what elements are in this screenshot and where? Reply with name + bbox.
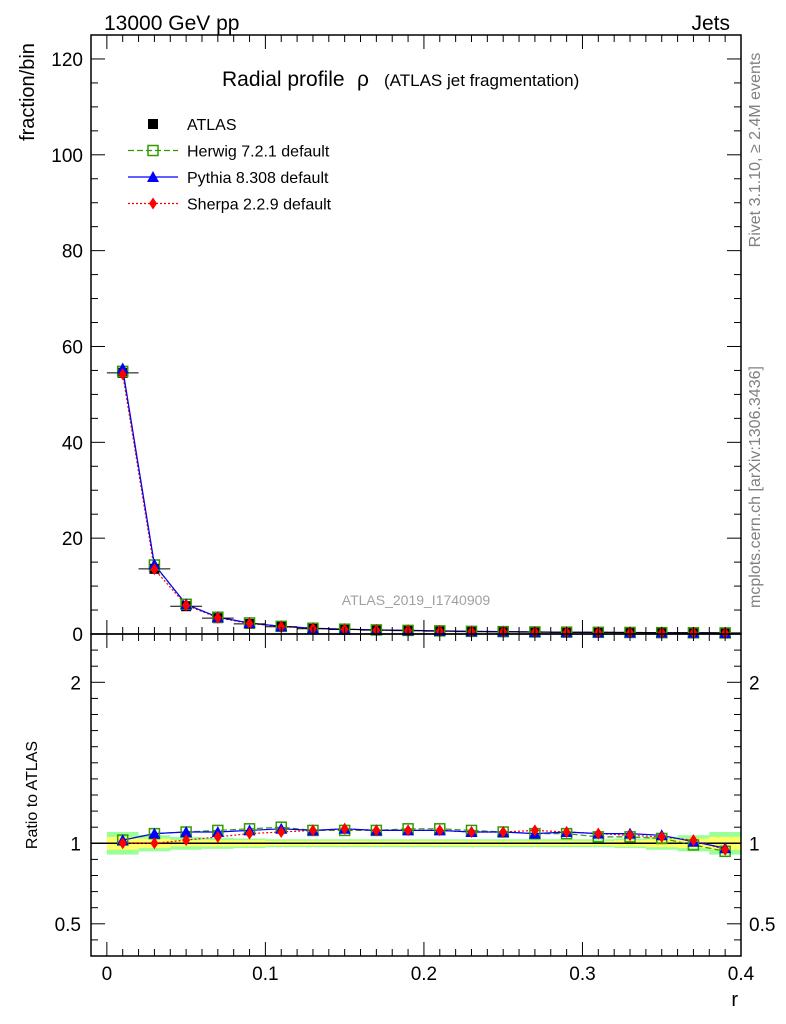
x-tick-label: 0.1	[252, 964, 278, 985]
ratio-point-sherpa	[182, 834, 191, 847]
ratio-y-tick-label-right: 2	[749, 673, 760, 694]
ratio-point-sherpa	[657, 830, 666, 843]
ratio-point-pythia	[148, 827, 161, 839]
ratio-point-sherpa	[118, 837, 127, 850]
data-point-pythia	[116, 362, 129, 374]
ratio-point-sherpa	[562, 826, 571, 839]
y-tick-label: 80	[62, 242, 83, 263]
ratio-point-sherpa	[499, 826, 508, 839]
x-tick-label: 0	[102, 964, 113, 985]
title-subtitle: (ATLAS jet fragmentation)	[384, 71, 579, 90]
legend-marker-herwig	[147, 144, 159, 157]
ratio-point-sherpa	[308, 824, 317, 837]
ratio-point-sherpa	[626, 829, 635, 842]
y-tick-label: 60	[62, 337, 83, 358]
ratio-y-tick-label: 0.5	[55, 915, 81, 936]
ratio-point-sherpa	[435, 824, 444, 837]
ratio-plot-panel: 0.5 0.5 1 1 2 2 0 0.1 0.2 0.3 0.4	[55, 633, 775, 985]
ratio-point-sherpa	[530, 824, 539, 837]
data-point-sherpa	[213, 611, 222, 624]
legend-marker-sherpa	[149, 197, 157, 210]
analysis-watermark: ATLAS_2019_I1740909	[342, 592, 491, 608]
legend-marker-pythia	[147, 171, 159, 182]
y-tick-label: 20	[62, 529, 83, 550]
y-tick-label: 0	[72, 625, 83, 646]
main-plot-panel: 0 20 40 60 80 100 120	[51, 34, 742, 646]
ratio-y-tick-label: 1	[70, 834, 81, 855]
ratio-point-sherpa	[467, 826, 476, 839]
y-tick-label: 120	[51, 50, 83, 71]
ratio-y-tick-label-right: 1	[749, 834, 760, 855]
data-point-sherpa	[150, 563, 159, 576]
chart-title: Radial profile ρ (ATLAS jet fragmentatio…	[222, 68, 579, 91]
legend-entry-pythia: Pythia 8.308 default	[128, 170, 329, 187]
rivet-version-label: Rivet 3.1.10, ≥ 2.4M events	[747, 53, 764, 248]
ratio-point-sherpa	[340, 822, 349, 835]
ratio-point-sherpa	[150, 837, 159, 850]
legend-label: ATLAS	[187, 117, 237, 134]
legend-entry-sherpa: Sherpa 2.2.9 default	[128, 197, 332, 214]
ratio-point-sherpa	[689, 834, 698, 847]
data-point-sherpa	[245, 617, 254, 630]
legend-label: Herwig 7.2.1 default	[187, 144, 330, 161]
y-tick-label: 40	[62, 433, 83, 454]
ratio-point-sherpa	[213, 830, 222, 843]
ratio-y-axis-label: Ratio to ATLAS	[24, 741, 41, 849]
x-tick-label: 0.3	[569, 964, 595, 985]
y-tick-label: 100	[51, 146, 83, 167]
legend-label: Sherpa 2.2.9 default	[187, 197, 332, 214]
title-symbol: ρ	[357, 68, 369, 91]
data-point-sherpa	[182, 599, 191, 612]
ratio-y-tick-label-right: 0.5	[749, 915, 775, 936]
legend-label: Pythia 8.308 default	[187, 170, 329, 187]
ratio-point-pythia	[180, 826, 193, 838]
legend-entry-herwig: Herwig 7.2.1 default	[128, 144, 330, 161]
legend-entry-atlas: ATLAS	[148, 117, 237, 134]
header-jets-label: Jets	[691, 12, 730, 35]
title-main: Radial profile	[222, 68, 345, 91]
ratio-point-sherpa	[372, 824, 381, 837]
main-y-axis-label: fraction/bin	[17, 43, 39, 141]
ratio-point-sherpa	[721, 843, 730, 856]
legend-marker-atlas	[148, 119, 158, 129]
x-tick-label: 0.2	[411, 964, 437, 985]
x-tick-label: 0.4	[728, 964, 755, 985]
data-point-sherpa	[118, 368, 127, 381]
ratio-plot-frame	[90, 633, 742, 957]
ratio-point-sherpa	[594, 827, 603, 840]
data-point-sherpa	[277, 620, 286, 633]
ratio-y-tick-label: 2	[70, 673, 81, 694]
header-energy-label: 13000 GeV pp	[104, 12, 239, 35]
ratio-point-sherpa	[277, 826, 286, 839]
ratio-point-sherpa	[245, 827, 254, 840]
legend: ATLAS Herwig 7.2.1 default Pythia 8.308 de…	[128, 117, 332, 214]
mcplots-source-label: mcplots.cern.ch [arXiv:1306.3436]	[747, 366, 764, 608]
ratio-point-sherpa	[404, 824, 413, 837]
x-axis-label: r	[731, 989, 738, 1011]
